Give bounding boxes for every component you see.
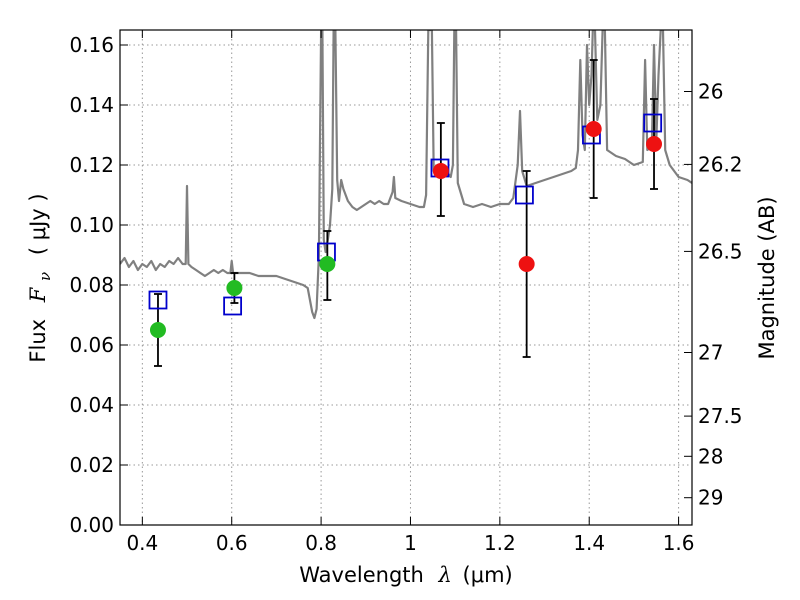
x-axis-label-symbol: λ (438, 563, 452, 587)
y2-axis-label: Magnitude (AB) (755, 196, 779, 359)
x-tick-label: 0.8 (305, 531, 337, 555)
x-tick-label: 0.4 (126, 531, 158, 555)
x-axis-label-unit: (μm) (463, 563, 513, 587)
y-tick-label: 0.02 (69, 453, 114, 477)
axis-ticks (120, 30, 692, 526)
model-photometry-square (515, 185, 534, 205)
observed-photometry-points (149, 121, 663, 338)
y-tick-label: 0.12 (69, 153, 114, 177)
observed-point (432, 163, 449, 179)
y2-tick-label: 28 (698, 444, 723, 468)
y-axis-label-subscript: ν (36, 272, 54, 281)
y-tick-label: 0.06 (69, 333, 114, 357)
y-axis-label-symbol: F (26, 286, 50, 303)
x-axis-label: Wavelength λ (μm) (299, 563, 512, 587)
y-tick-label: 0.04 (69, 393, 114, 417)
observed-point (518, 256, 535, 272)
model-photometry-square (643, 113, 663, 133)
model-photometry-square (148, 290, 168, 310)
y-tick-label: 0.08 (69, 273, 114, 297)
observed-point (319, 256, 336, 272)
x-tick-label: 0.6 (216, 531, 248, 555)
x-tick-label: 1.4 (573, 531, 605, 555)
observed-point (149, 322, 166, 338)
y-tick-label: 0.16 (69, 33, 114, 57)
y-tick-label: 0.00 (69, 513, 114, 537)
y2-tick-label: 26.2 (698, 152, 743, 176)
observed-point (646, 136, 663, 152)
y2-tick-label: 27 (698, 341, 723, 365)
x-tick-label: 1.6 (663, 531, 695, 555)
y-tick-label: 0.14 (69, 93, 114, 117)
model-spectrum-line (120, 30, 692, 320)
y2-tick-label: 29 (698, 486, 723, 510)
grid-lines (120, 30, 692, 526)
y-axis-label: Flux F ν ( μJy ) (26, 193, 55, 362)
x-axis-label-text: Wavelength (299, 563, 424, 587)
plot-frame (119, 29, 693, 526)
y2-tick-label: 26.5 (698, 239, 743, 263)
y-axis-label-text: Flux (26, 319, 50, 363)
observed-point (226, 280, 243, 296)
x-tick-label: 1.2 (484, 531, 516, 555)
observed-point (585, 121, 602, 137)
y-tick-label: 0.10 (69, 213, 114, 237)
axis-tick-labels: 0.4 0.6 0.8 1 1.2 1.4 1.6 0.00 0.02 0.04 0.06 0.08 0… (69, 33, 742, 555)
x-tick-label: 1 (404, 531, 417, 555)
model-photometry-square (223, 296, 243, 316)
y2-tick-label: 26 (698, 80, 723, 104)
y-axis-label-unit: ( μJy ) (26, 193, 50, 255)
y2-tick-label: 27.5 (698, 404, 743, 428)
